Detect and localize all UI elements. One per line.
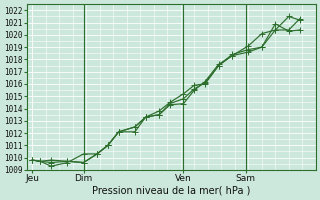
X-axis label: Pression niveau de la mer( hPa ): Pression niveau de la mer( hPa ): [92, 186, 251, 196]
